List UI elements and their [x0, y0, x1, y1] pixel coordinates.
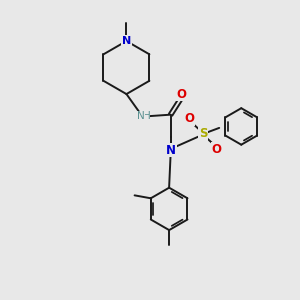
- Text: O: O: [176, 88, 186, 100]
- Text: H: H: [142, 111, 150, 121]
- Text: S: S: [199, 127, 207, 140]
- Text: O: O: [212, 142, 222, 156]
- Text: N: N: [166, 143, 176, 157]
- Text: O: O: [184, 112, 194, 125]
- Text: N: N: [122, 36, 131, 46]
- Text: N: N: [137, 111, 145, 121]
